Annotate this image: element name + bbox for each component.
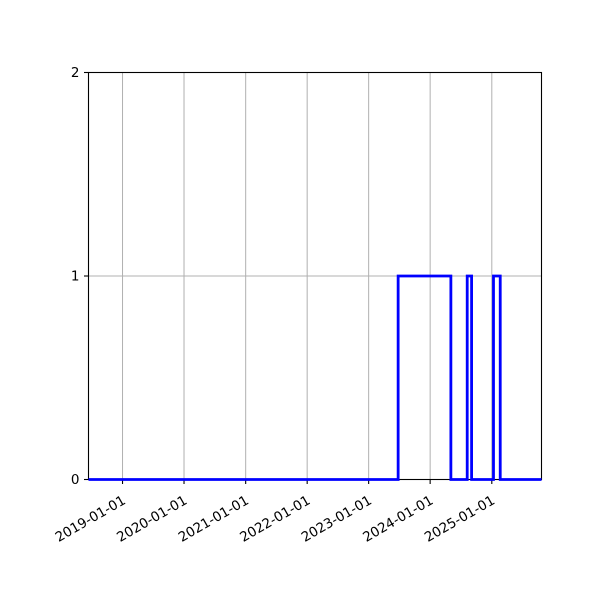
x-tick-label: 2025-01-01 <box>422 493 498 546</box>
series-lines <box>88 274 542 481</box>
y-tick-label: 2 <box>71 65 80 81</box>
y-tick-label: 1 <box>71 269 80 285</box>
y-tick-label: 0 <box>71 472 80 488</box>
series-line-binary-state <box>88 274 542 481</box>
gridlines <box>88 72 542 480</box>
tick-labels: 2019-01-012020-01-012021-01-012022-01-01… <box>53 65 498 545</box>
